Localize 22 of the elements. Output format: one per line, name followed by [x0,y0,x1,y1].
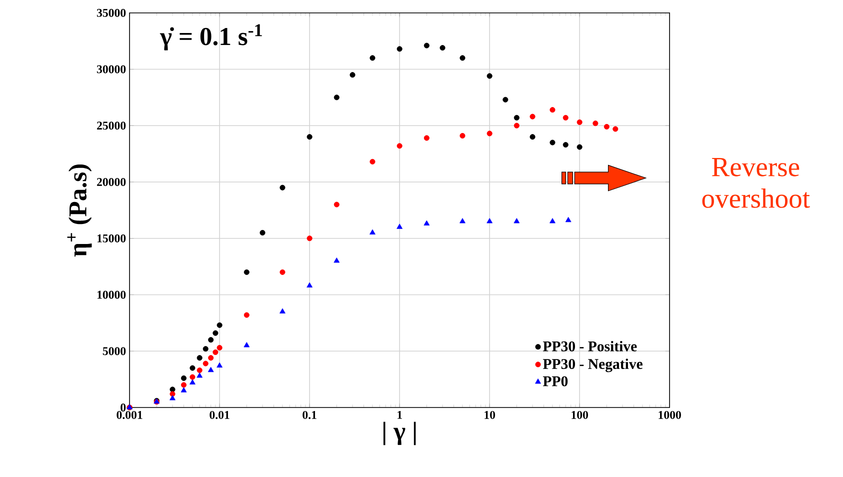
y-tick-label: 15000 [97,234,126,242]
y-tick-label: 30000 [96,65,126,74]
x-tick-label: 1 [398,411,402,419]
x-tick-label: 100 [572,411,588,420]
legend-label: PP30 - Negative [542,358,642,372]
x-tick-label: 1000 [658,411,681,420]
y-tick-label: 35000 [96,9,126,17]
y-tick-label: 25000 [97,122,126,130]
y-tick-label: 10000 [97,290,126,299]
y-tick-label: 0 [120,404,126,412]
text: Reverse overshoot [702,158,810,208]
legend-label: PP0 [542,376,568,386]
x-tick-label: 0.1 [302,411,316,420]
x-tick-label: 0.001 [116,411,142,420]
x-axis-title: | γ | [383,422,416,446]
x-tick-label: 10 [484,411,496,420]
y-tick-label: 5000 [102,347,126,356]
legend-label: PP30 - Positive [542,341,637,352]
annotation: γ̇ = 0.1 s$^{-1}$ [160,24,262,51]
y-axis-title: η$^{+}$ (Pa.s) [67,164,92,257]
x-tick-label: 0.01 [210,411,230,420]
y-tick-label: 20000 [97,178,126,186]
